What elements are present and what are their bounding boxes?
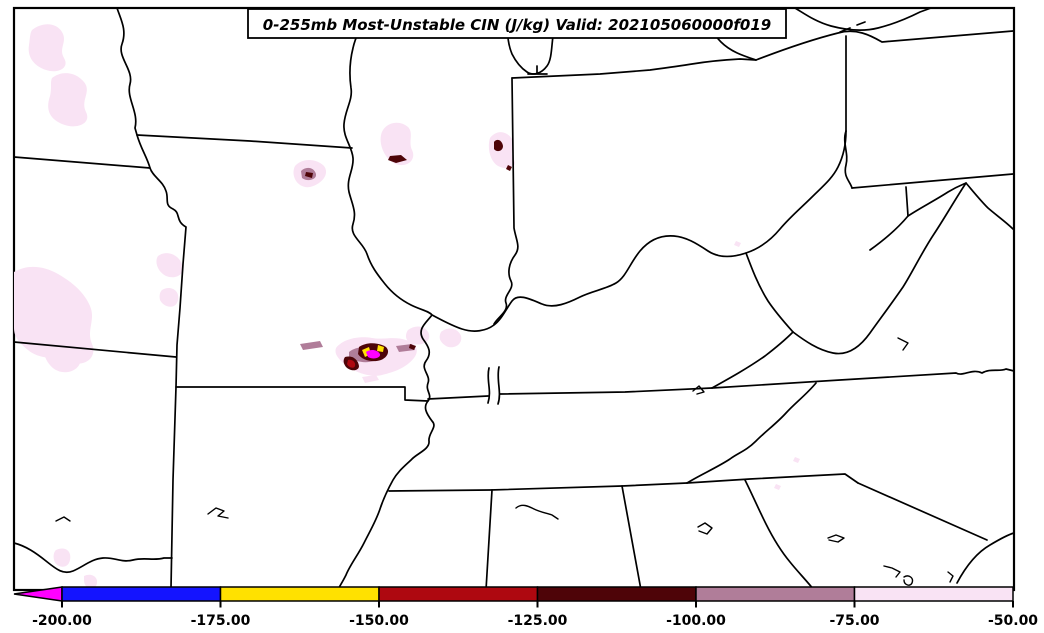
colorbar-tick-label: -150.00 [349,613,409,629]
cin-contour [84,574,98,589]
border-tn-south [388,482,688,492]
border-in-oh-north [511,58,757,79]
border-ky-tn-west [427,395,489,400]
state-borders [13,7,1015,591]
plot-title: 0-255mb Most-Unstable CIN (J/kg) Valid: … [263,16,771,34]
river-mouth-sc [947,571,954,583]
border-ms-al [485,489,493,591]
cin-contour [347,359,356,368]
border-tx-red-river [13,542,173,574]
cin-contour [159,288,179,307]
rivers-land-between-lakes [487,366,501,405]
border-ky-va [711,331,794,389]
lake-erie-south-shore [755,30,1014,61]
colorbar-segment [219,586,380,602]
lake-erie-north-shore [794,7,932,32]
colorbar-tick-label: -125.00 [508,613,568,629]
border-mason-dixon [851,173,1014,189]
border-al-ga [621,485,642,591]
cin-contour [366,349,381,359]
river-squiggle-tennessee-al [515,504,559,520]
river-mississippi-lower [337,314,435,591]
cin-contour [439,328,462,348]
small-lakes-and-rivers [55,337,954,586]
cin-contour [774,484,781,490]
lake-michigan-marker [527,65,548,75]
cin-contour [409,344,416,350]
cin-contour [734,241,741,247]
border-ne-ia-mo-ok [116,7,187,589]
lake-michigan [504,7,558,75]
border-ky-tn-east [499,387,713,395]
cin-contour [388,155,407,163]
colorbar-tick-label: -200.00 [32,613,92,629]
cin-contour [305,172,313,178]
border-mark-ky-tn [692,385,705,395]
river-mississippi-upper [343,7,433,316]
title-box-frame [247,8,787,39]
cin-contour [793,457,800,463]
lake-georgia [697,522,713,535]
cin-shaded-areas [14,24,800,589]
colorbar: -200.00 -175.00 -150.00 -125.00 -100.00 -75.0… [13,586,1038,629]
colorbar-segment [378,586,539,602]
border-ks-ne [13,156,151,169]
cin-contour [28,24,66,72]
river-squiggle-arkansas [207,507,229,519]
colorbar-segment [853,586,1014,602]
colorbar-segment [695,586,856,602]
border-wv-panhandle [843,130,853,189]
border-va-nc [711,368,1015,389]
lake-erie-islands [839,21,866,33]
border-ky-wv [745,252,794,333]
cin-contour [300,341,323,350]
cin-contour [494,139,503,152]
cin-contour [362,375,379,383]
border-il-in [493,77,519,325]
border-ga-nc [686,473,859,484]
border-wv-va [792,182,967,355]
plot-title-box: 0-255mb Most-Unstable CIN (J/kg) Valid: … [247,8,787,39]
cin-contour [377,345,384,352]
cin-contour [156,253,183,278]
border-mo-ar [175,386,429,402]
border-ia-mo [136,134,353,149]
border-md-wv [905,186,909,217]
cin-contour [48,73,88,127]
border-ks-ok [13,341,177,358]
border-tn-nc [686,382,817,484]
lake-murray-sc [827,534,845,543]
cin-contour [380,122,414,166]
lake-marion-moultrie-sc [883,565,914,586]
cin-contour [506,165,512,171]
lake-virginia [897,337,909,351]
cin-contour [53,548,71,567]
colorbar-tick-label: -100.00 [666,613,726,629]
cin-contour [14,266,94,364]
river-ohio [431,130,847,332]
colorbar-segment [536,586,697,602]
colorbar-tick-label: -50.00 [988,613,1038,629]
colorbar-tick-label: -75.00 [829,613,879,629]
sc-coastline [956,532,1015,584]
colorbar-tick-label: -175.00 [191,613,251,629]
river-savannah [744,479,815,591]
border-nc-sc [857,482,988,541]
colorbar-segment [61,586,222,602]
river-squiggle-oklahoma [55,516,71,522]
